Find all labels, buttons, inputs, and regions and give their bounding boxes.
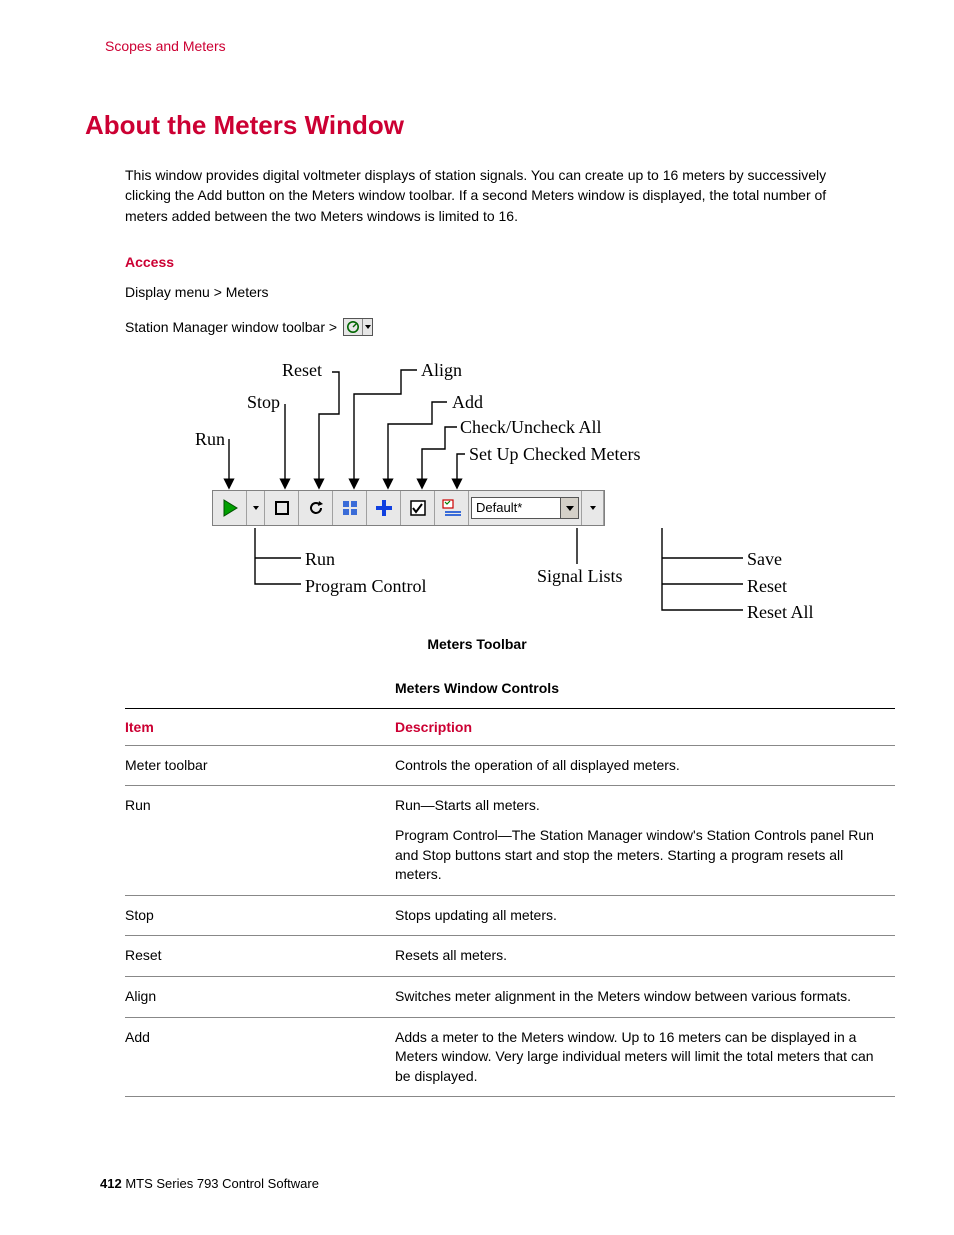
combo-dropdown[interactable] [561, 497, 579, 519]
desc-paragraph: Run—Starts all meters. [395, 796, 887, 816]
table-caption: Meters Window Controls [85, 680, 869, 696]
page-title: About the Meters Window [85, 110, 869, 141]
stop-icon [273, 499, 291, 517]
align-icon [340, 498, 360, 518]
intro-paragraph: This window provides digital voltmeter d… [125, 165, 869, 226]
cell-item: Align [125, 977, 395, 1018]
access-path-2: Station Manager window toolbar > [125, 318, 869, 336]
desc-paragraph: Stops updating all meters. [395, 906, 887, 926]
th-item: Item [125, 708, 395, 745]
table-row: StopStops updating all meters. [125, 895, 895, 936]
page-number: 412 [100, 1176, 122, 1191]
gauge-icon [344, 319, 362, 335]
cell-item: Reset [125, 936, 395, 977]
label-align: Align [421, 360, 462, 381]
page-footer: 412 MTS Series 793 Control Software [100, 1176, 319, 1191]
table-row: Meter toolbarControls the operation of a… [125, 745, 895, 786]
diagram-caption: Meters Toolbar [85, 636, 869, 652]
label-program-control: Program Control [305, 576, 427, 597]
access-path-1: Display menu > Meters [125, 284, 869, 300]
toolbar-strip: Default* [212, 490, 605, 526]
label-reset-b: Reset [747, 576, 787, 597]
table-row: AddAdds a meter to the Meters window. Up… [125, 1017, 895, 1097]
label-reset-all: Reset All [747, 602, 814, 623]
label-add: Add [452, 392, 483, 413]
label-run: Run [195, 429, 225, 450]
table-row: AlignSwitches meter alignment in the Met… [125, 977, 895, 1018]
desc-paragraph: Program Control—The Station Manager wind… [395, 826, 887, 885]
label-reset: Reset [282, 360, 322, 381]
run-button[interactable] [213, 491, 247, 525]
signal-list-value: Default* [471, 497, 561, 519]
label-save: Save [747, 549, 782, 570]
controls-table: Item Description Meter toolbarControls t… [125, 708, 895, 1098]
add-button[interactable] [367, 491, 401, 525]
label-check: Check/Uncheck All [460, 417, 601, 438]
cell-item: Run [125, 786, 395, 895]
dropdown-arrow-icon [362, 319, 372, 335]
meters-toolbar-icon [343, 318, 373, 336]
cell-desc: Controls the operation of all displayed … [395, 745, 895, 786]
chevron-down-icon [252, 504, 260, 512]
access-path-2-text: Station Manager window toolbar > [125, 319, 337, 335]
desc-paragraph: Resets all meters. [395, 946, 887, 966]
cell-desc: Run—Starts all meters. Program Control—Th… [395, 786, 895, 895]
chevron-down-icon [589, 504, 597, 512]
table-row: ResetResets all meters. [125, 936, 895, 977]
desc-paragraph: Switches meter alignment in the Meters w… [395, 987, 887, 1007]
desc-paragraph: Adds a meter to the Meters window. Up to… [395, 1028, 887, 1087]
cell-item: Meter toolbar [125, 745, 395, 786]
label-setup: Set Up Checked Meters [469, 444, 640, 465]
reset-icon [306, 498, 326, 518]
align-button[interactable] [333, 491, 367, 525]
th-desc: Description [395, 708, 895, 745]
setup-icon [441, 498, 463, 518]
label-stop: Stop [247, 392, 280, 413]
book-title-text: MTS Series 793 Control Software [125, 1176, 319, 1191]
plus-icon [374, 498, 394, 518]
label-signal-lists: Signal Lists [537, 566, 623, 587]
label-run-b: Run [305, 549, 335, 570]
meters-toolbar-diagram: Run Stop Reset Align Add Check/Uncheck A… [157, 354, 797, 624]
reset-button[interactable] [299, 491, 333, 525]
cell-item: Stop [125, 895, 395, 936]
chevron-down-icon [565, 503, 575, 513]
running-header: Scopes and Meters [105, 38, 869, 54]
table-row: RunRun—Starts all meters. Program Control… [125, 786, 895, 895]
cell-desc: Adds a meter to the Meters window. Up to… [395, 1017, 895, 1097]
cell-item: Add [125, 1017, 395, 1097]
check-all-button[interactable] [401, 491, 435, 525]
cell-desc: Switches meter alignment in the Meters w… [395, 977, 895, 1018]
checkbox-icon [408, 498, 428, 518]
desc-paragraph: Controls the operation of all displayed … [395, 756, 887, 776]
cell-desc: Resets all meters. [395, 936, 895, 977]
setup-meters-button[interactable] [435, 491, 469, 525]
cell-desc: Stops updating all meters. [395, 895, 895, 936]
play-icon [220, 498, 240, 518]
signal-list-combo[interactable]: Default* [469, 491, 582, 525]
run-dropdown[interactable] [247, 491, 265, 525]
access-heading: Access [125, 254, 869, 270]
stop-button[interactable] [265, 491, 299, 525]
save-dropdown[interactable] [582, 491, 604, 525]
